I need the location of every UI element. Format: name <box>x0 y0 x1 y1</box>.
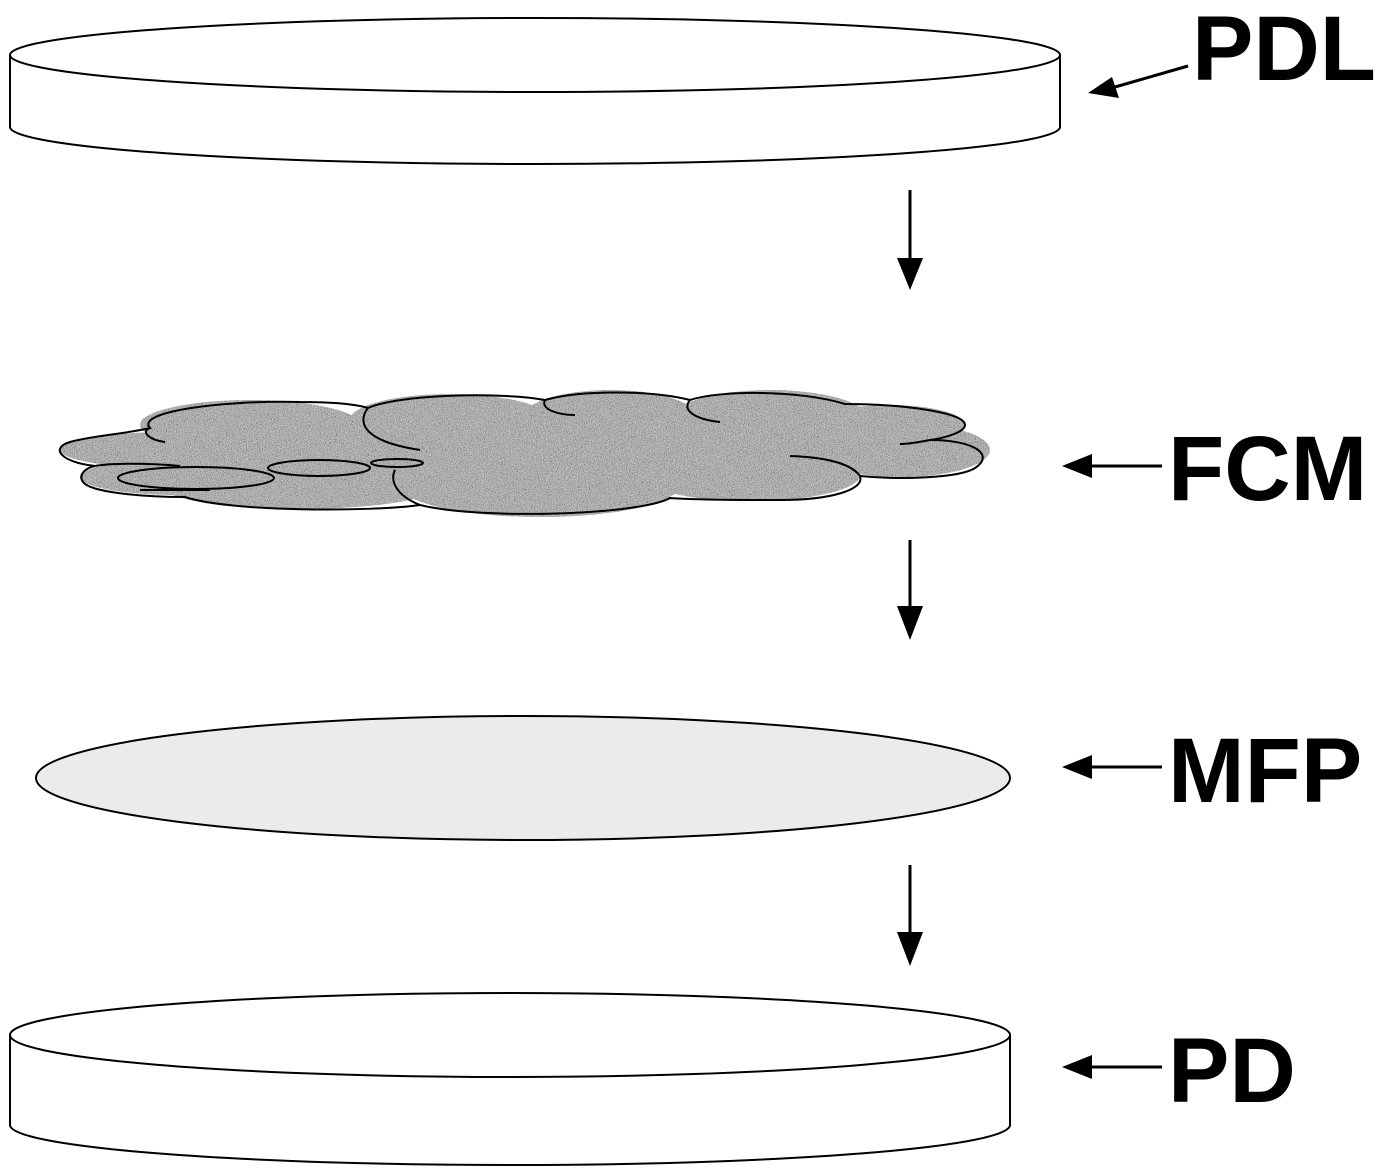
membrane-inner-curve-5 <box>789 455 861 477</box>
pointer-arrow-fcm <box>1062 454 1162 478</box>
membrane-inner-curve-3 <box>686 399 721 423</box>
membrane-inner-curve-6 <box>145 427 166 443</box>
pointer-arrow-pd <box>1062 1055 1162 1079</box>
arrow-left-icon <box>1062 755 1092 779</box>
membrane-inner-curve-4 <box>899 439 931 445</box>
arrow-left-icon <box>1062 454 1092 478</box>
filter-paper-layer <box>35 715 1011 841</box>
arrow-left-icon <box>1062 1055 1092 1079</box>
arrow-down-icon <box>897 258 923 290</box>
membrane-outline <box>58 391 984 515</box>
membrane-blob-fill <box>60 390 990 517</box>
pointer-arrow-pdl <box>1088 64 1189 98</box>
membrane-inner-curve-8 <box>94 462 181 467</box>
membrane-pore-3 <box>370 458 424 468</box>
flow-arrow-2 <box>897 540 923 640</box>
petri-dish <box>9 992 1011 1166</box>
label-mfp: MFP <box>1168 720 1362 822</box>
arrow-down-icon <box>897 932 923 966</box>
label-pdl: PDL <box>1192 0 1376 100</box>
dish-top-face <box>9 992 1011 1078</box>
membrane-inner-curve-1 <box>362 407 421 451</box>
lid-top-face <box>9 17 1061 93</box>
flow-arrow-1 <box>897 190 923 290</box>
arrow-down-icon <box>897 606 923 640</box>
label-pd: PD <box>1168 1020 1296 1122</box>
membrane-pore-2 <box>267 459 371 477</box>
membrane-inner-curve-2 <box>543 399 576 416</box>
membrane-inner-curve-7 <box>392 469 421 506</box>
petri-dish-lid <box>9 17 1061 165</box>
flow-arrow-3 <box>897 865 923 966</box>
arrow-left-icon <box>1088 77 1119 98</box>
cell-membrane-layer <box>58 390 990 517</box>
pointer-arrow-mfp <box>1062 755 1162 779</box>
label-fcm: FCM <box>1168 418 1367 520</box>
filter-paper-disc <box>35 715 1011 841</box>
